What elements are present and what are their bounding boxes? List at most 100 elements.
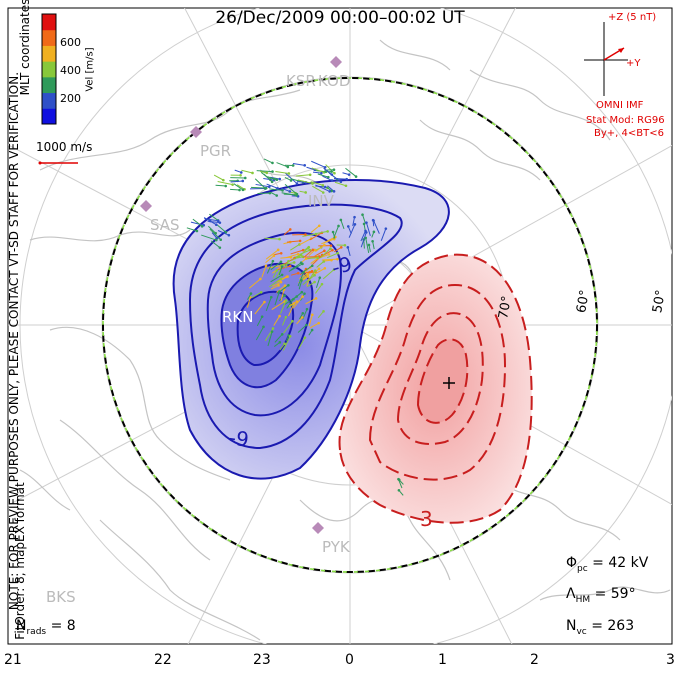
velocity-vector-origin <box>276 186 279 190</box>
velocity-vector <box>298 337 306 350</box>
velocity-vector <box>316 261 325 268</box>
velocity-vector <box>278 266 283 276</box>
velocity-vector <box>299 238 312 246</box>
velocity-vector <box>292 163 305 166</box>
velocity-vector <box>265 255 275 264</box>
velocity-vector <box>325 164 335 174</box>
velocity-vector <box>360 232 367 248</box>
colorbar-swatch <box>42 92 56 109</box>
velocity-vector-origin <box>314 297 318 300</box>
positive-convection-cell <box>338 253 533 524</box>
velocity-vector <box>311 160 326 168</box>
velocity-vector-origin <box>311 182 314 185</box>
velocity-vector-origin <box>303 336 307 339</box>
velocity-vector-origin <box>339 180 343 184</box>
velocity-vector-origin <box>292 302 296 305</box>
velocity-vector <box>263 173 273 183</box>
potential-max-marker <box>443 377 455 389</box>
velocity-vector-origin <box>287 259 290 263</box>
velocity-vector-origin <box>327 175 330 179</box>
velocity-vector-origin <box>305 323 308 327</box>
velocity-vector-origin <box>288 334 292 338</box>
velocity-vector <box>263 177 275 181</box>
velocity-vector-origin <box>283 342 286 345</box>
velocity-vector-origin <box>219 238 223 242</box>
velocity-vector <box>209 213 219 221</box>
velocity-vector-origin <box>397 477 400 481</box>
heppner-maynard-boundary-green <box>102 77 598 573</box>
velocity-vector <box>261 265 267 278</box>
mlt-tick-2: 2 <box>530 652 539 668</box>
mlt-tick-3: 3 <box>666 652 675 668</box>
velocity-vector <box>302 273 309 281</box>
velocity-vector-origin <box>331 248 334 252</box>
velocity-vector <box>327 185 335 192</box>
velocity-vector-origin <box>288 264 292 268</box>
velocity-vector-origin <box>317 267 321 271</box>
velocity-vector <box>347 226 352 234</box>
velocity-vector <box>192 218 203 227</box>
velocity-vector <box>280 300 287 314</box>
velocity-vector <box>290 249 304 255</box>
mlt-tick-21: 21 <box>4 652 22 668</box>
mlt-tick-23: 23 <box>253 652 271 668</box>
velocity-vector <box>215 184 226 187</box>
velocity-vector <box>201 234 217 241</box>
velocity-vector <box>311 167 325 173</box>
station-label-inv: INV <box>308 192 334 210</box>
velocity-vector-origin <box>300 278 304 282</box>
velocity-vector <box>216 224 227 233</box>
velocity-vector-origin <box>310 264 314 268</box>
velocity-vector <box>291 256 300 261</box>
velocity-vector-origin <box>279 251 283 255</box>
velocity-vector <box>254 178 266 189</box>
velocity-vector-origin <box>301 295 304 298</box>
velocity-vector <box>347 247 351 256</box>
velocity-vector-origin <box>327 253 331 256</box>
velocity-vector <box>310 181 324 186</box>
velocity-vector-origin <box>317 224 321 228</box>
velocity-vector <box>241 169 253 174</box>
velocity-vector-origin <box>214 223 218 227</box>
velocity-vector-origin <box>313 248 317 252</box>
velocity-vector <box>334 181 347 187</box>
velocity-vector-origin <box>284 315 288 319</box>
velocity-vector-origin <box>195 229 199 233</box>
velocity-vector-origin <box>251 171 254 175</box>
velocity-vector <box>322 269 335 280</box>
velocity-vector <box>315 277 321 288</box>
station-marker-sas <box>140 200 152 212</box>
velocity-vector <box>249 278 261 289</box>
velocity-vector-origin <box>284 299 288 302</box>
velocity-vector-origin <box>239 173 242 177</box>
velocity-vector-origin <box>295 182 299 185</box>
velocity-vector <box>296 181 306 183</box>
velocity-vector <box>270 261 282 271</box>
velocity-vector-origin <box>354 175 358 178</box>
page-title: 26/Dec/2009 00:00–00:02 UT <box>215 8 465 28</box>
velocity-vector <box>284 183 298 195</box>
station-label-bks: BKS <box>46 588 76 606</box>
velocity-vector <box>210 240 221 249</box>
velocity-vector <box>283 229 291 236</box>
velocity-vector-origin <box>300 290 304 294</box>
velocity-vector <box>276 285 286 293</box>
velocity-vector <box>230 180 243 183</box>
velocity-vector <box>274 291 280 306</box>
velocity-vector-origin <box>286 165 290 169</box>
velocity-vector-origin <box>311 248 315 252</box>
velocity-vector-origin <box>302 270 305 274</box>
velocity-vector-origin <box>330 170 333 173</box>
velocity-vector <box>295 174 311 177</box>
velocity-vector <box>333 178 347 180</box>
velocity-vector <box>250 186 267 189</box>
velocity-vector-origin <box>321 191 325 194</box>
velocity-vector-origin <box>264 187 267 190</box>
colorbar-label: Vel [m/s] <box>84 47 96 92</box>
velocity-vector-origin <box>279 260 283 264</box>
velocity-vector-origin <box>259 277 262 281</box>
station-label-kod: KOD <box>318 72 351 90</box>
velocity-vector-origin <box>301 248 305 252</box>
velocity-vector-origin <box>300 316 304 319</box>
velocity-vector-origin <box>313 273 316 277</box>
